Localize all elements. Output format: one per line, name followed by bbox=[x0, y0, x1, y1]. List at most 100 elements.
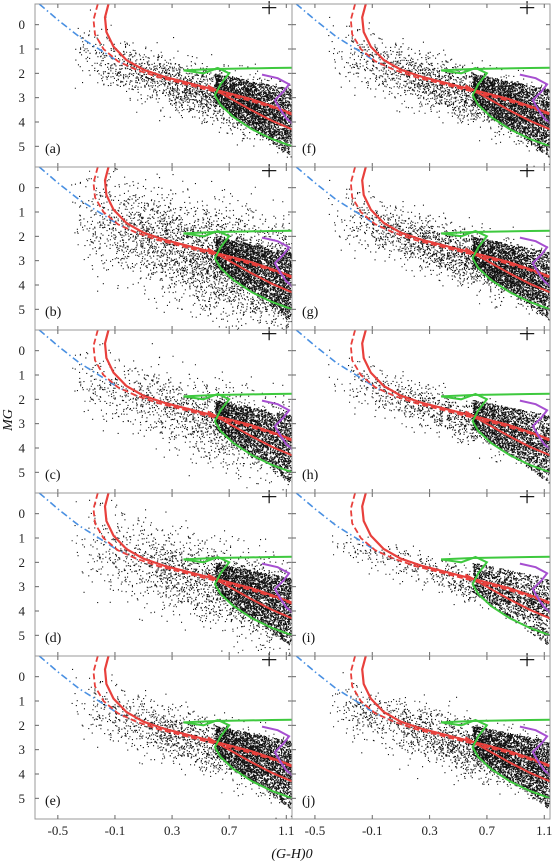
green-main-curve bbox=[183, 229, 292, 311]
panel-h: (h) bbox=[291, 327, 551, 494]
error-bar-cross bbox=[262, 164, 277, 178]
panel-label: (f) bbox=[302, 142, 316, 157]
y-tick-label: 5 bbox=[19, 139, 26, 154]
red-dashed-curve bbox=[92, 330, 292, 442]
y-tick-label: 1 bbox=[19, 205, 26, 220]
scatter-points bbox=[71, 168, 292, 330]
y-tick-label: 0 bbox=[19, 343, 26, 358]
y-tick-label: 4 bbox=[19, 277, 26, 292]
red-solid-curve bbox=[103, 656, 292, 767]
x-axis-title: (G-H)0 bbox=[271, 847, 312, 862]
red-lower-curve bbox=[464, 573, 550, 620]
blue-dashdot-curve bbox=[38, 330, 137, 397]
y-tick-label: 2 bbox=[19, 66, 26, 81]
panel-label: (a) bbox=[45, 142, 61, 157]
purple-curve bbox=[261, 562, 292, 613]
purple-curve bbox=[261, 725, 292, 776]
y-tick-label: 0 bbox=[19, 506, 26, 521]
panel-e: 0 1 2 3 4 5 -0.5 -0.1 0.3 0.7 1.1 (e) bbox=[19, 653, 294, 838]
error-bar-cross bbox=[519, 653, 535, 667]
panel-d: 0 1 2 3 4 5 (d) bbox=[19, 490, 293, 657]
red-lower-curve bbox=[464, 247, 550, 294]
purple-curve bbox=[519, 562, 550, 613]
y-axis-title: MG bbox=[1, 409, 16, 432]
y-tick-label: 3 bbox=[19, 90, 26, 105]
y-tick-label: 0 bbox=[19, 180, 26, 195]
red-dashed-curve bbox=[349, 493, 550, 605]
blue-dashdot-curve bbox=[38, 493, 137, 560]
y-tick-label: 1 bbox=[19, 368, 26, 383]
x-tick-label: 0.3 bbox=[421, 823, 437, 838]
red-solid-curve bbox=[361, 330, 550, 441]
green-main-curve bbox=[440, 392, 550, 474]
red-dashed-curve bbox=[92, 4, 292, 116]
y-tick-label: 1 bbox=[19, 694, 26, 709]
green-main-curve bbox=[440, 718, 550, 800]
green-top-curve bbox=[441, 229, 550, 235]
red-dashed-curve bbox=[349, 4, 550, 116]
green-top-curve bbox=[441, 718, 550, 724]
green-top-curve bbox=[441, 392, 550, 398]
blue-dashdot-curve bbox=[295, 493, 395, 560]
panel-a: 0 1 2 3 4 5 (a) bbox=[19, 1, 293, 168]
error-bar-cross bbox=[519, 164, 535, 178]
purple-curve bbox=[261, 236, 292, 287]
y-tick-label: 1 bbox=[19, 531, 26, 546]
green-main-curve bbox=[183, 555, 292, 637]
green-top-curve bbox=[183, 392, 292, 398]
red-solid-curve bbox=[361, 493, 550, 604]
red-lower-curve bbox=[207, 573, 292, 620]
scatter-points bbox=[328, 349, 550, 484]
red-dashed-curve bbox=[349, 167, 550, 279]
red-solid-curve bbox=[103, 167, 292, 278]
red-dashed-curve bbox=[349, 330, 550, 442]
y-tick-label: 4 bbox=[19, 114, 26, 129]
error-bar-cross bbox=[262, 490, 277, 504]
y-tick-label: 1 bbox=[19, 42, 26, 57]
red-solid-curve bbox=[103, 330, 292, 441]
red-dashed-curve bbox=[349, 656, 550, 768]
red-lower-curve bbox=[464, 410, 550, 457]
error-bar-cross bbox=[262, 1, 277, 15]
red-solid-curve bbox=[361, 4, 550, 115]
green-top-curve bbox=[183, 229, 292, 235]
blue-dashdot-curve bbox=[38, 4, 137, 71]
scatter-cloud bbox=[329, 672, 550, 810]
scatter-cloud bbox=[328, 349, 550, 484]
scatter-cloud bbox=[332, 522, 550, 647]
green-top-curve bbox=[183, 718, 292, 724]
y-tick-label: 3 bbox=[19, 416, 26, 431]
y-tick-label: 3 bbox=[19, 253, 26, 268]
y-tick-label: 4 bbox=[19, 603, 26, 618]
y-tick-label: 2 bbox=[19, 555, 26, 570]
purple-curve bbox=[519, 399, 550, 450]
x-tick-label: -0.1 bbox=[362, 823, 383, 838]
blue-dashdot-curve bbox=[38, 656, 137, 723]
scatter-cloud bbox=[71, 668, 292, 819]
panel-g: (g) bbox=[291, 164, 551, 331]
error-bar-cross bbox=[519, 490, 535, 504]
green-main-curve bbox=[440, 229, 550, 311]
panel-label: (g) bbox=[302, 305, 319, 320]
x-tick-label: 0.7 bbox=[479, 823, 496, 838]
scatter-points bbox=[329, 672, 550, 810]
panel-frame bbox=[291, 655, 551, 820]
scatter-points bbox=[328, 179, 550, 321]
scatter-points bbox=[71, 499, 292, 656]
panel-b: 0 1 2 3 4 5 (b) bbox=[19, 164, 293, 331]
red-lower-curve bbox=[207, 247, 292, 294]
blue-dashdot-curve bbox=[295, 330, 395, 397]
green-top-curve bbox=[441, 66, 550, 72]
green-top-curve bbox=[441, 555, 550, 561]
y-tick-label: 5 bbox=[19, 791, 26, 806]
panel-label: (b) bbox=[45, 305, 62, 320]
y-tick-label: 0 bbox=[19, 669, 26, 684]
scatter-points bbox=[328, 16, 550, 167]
red-solid-curve bbox=[103, 493, 292, 604]
error-bar-cross bbox=[519, 327, 535, 341]
scatter-cloud bbox=[328, 179, 550, 321]
scatter-points bbox=[71, 668, 292, 819]
scatter-cloud bbox=[72, 343, 292, 491]
x-tick-label: 0.7 bbox=[221, 823, 238, 838]
